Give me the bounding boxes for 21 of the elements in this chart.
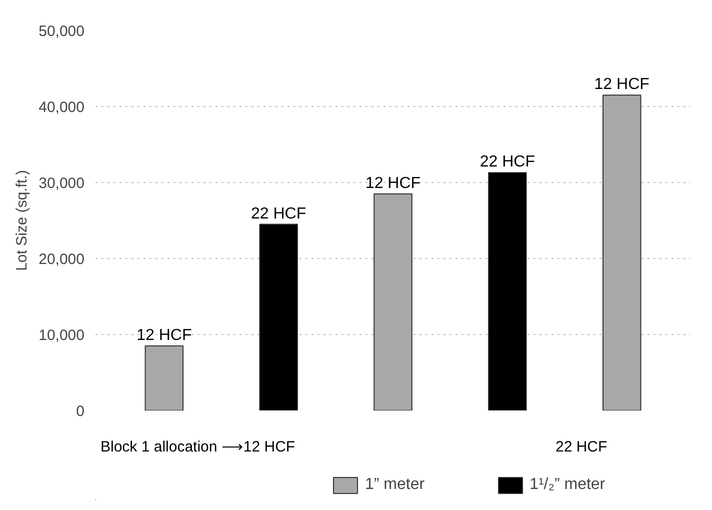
annotation: 12 HCF	[594, 76, 650, 94]
bar	[144, 345, 184, 410]
text: Block 1 allocation ⟶12 HCF	[100, 438, 296, 456]
y-axis-title: Lot Size (sq.ft.)	[14, 170, 31, 271]
legend-label: 1” meter	[365, 476, 425, 494]
y-tick-label: 20,000	[38, 251, 85, 268]
bar	[488, 172, 527, 410]
text: 22 HCF	[556, 438, 608, 456]
y-tick-label: 50,000	[38, 23, 85, 40]
y-tick-label: 0	[76, 403, 84, 420]
y-tick-label: 40,000	[38, 99, 85, 116]
bar	[259, 224, 298, 410]
legend-label: 1¹/₂” meter	[530, 476, 606, 494]
annotation: 12 HCF	[365, 174, 421, 192]
annotation: 22 HCF	[251, 205, 306, 222]
annotation: 12 HCF	[136, 326, 192, 344]
annotation: 22 HCF	[480, 154, 536, 171]
bar	[374, 193, 412, 410]
bar	[602, 94, 642, 410]
y-tick-label: 30,000	[38, 175, 85, 192]
y-tick-label: 10,000	[38, 327, 85, 344]
